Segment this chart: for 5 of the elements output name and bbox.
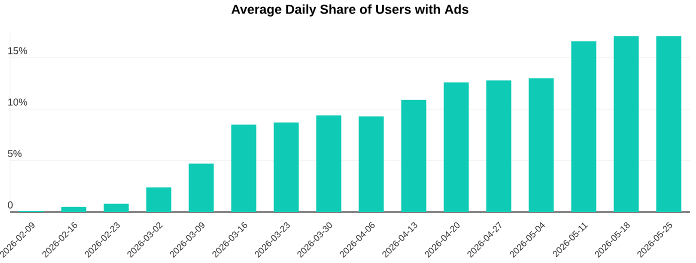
y-tick-label: 0 [8, 201, 13, 208]
y-tick-label: 15% [8, 47, 28, 54]
y-tick-label: 5% [8, 150, 22, 158]
chart-title: Average Daily Share of Users with Ads [231, 4, 468, 17]
y-tick-label: 10% [8, 98, 28, 106]
